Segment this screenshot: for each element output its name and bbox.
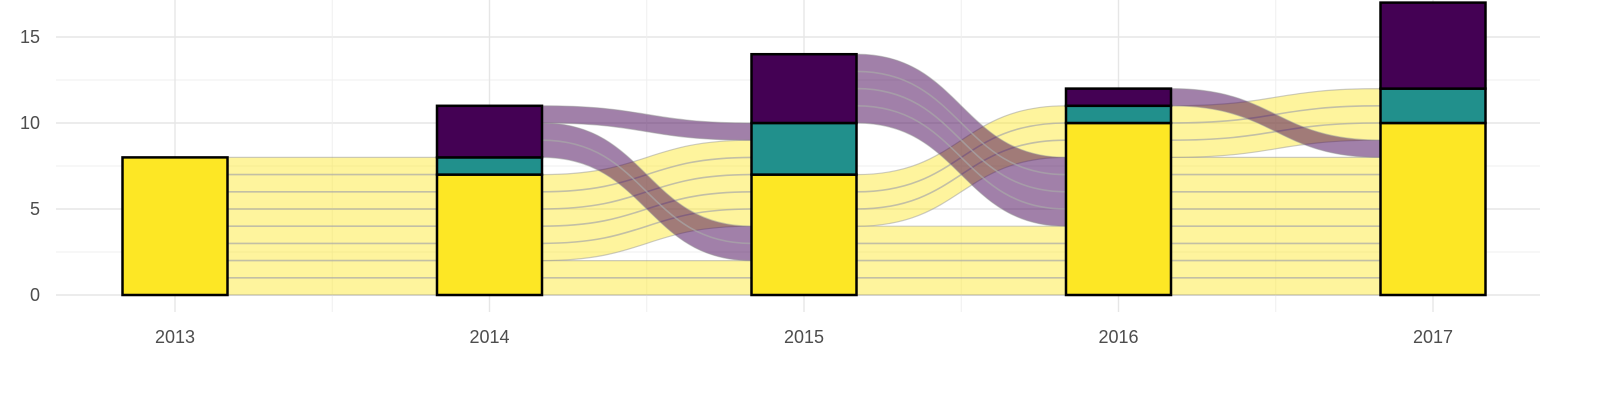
stacked-bar-2013 [121, 156, 229, 297]
x-tick-label: 2013 [155, 327, 195, 347]
y-tick-label: 5 [30, 199, 40, 219]
flow-yellow-2015-2016 [855, 225, 1067, 296]
bar-segment-yellow [121, 156, 229, 297]
stacked-bar-2015 [750, 52, 858, 297]
x-tick-label: 2017 [1413, 327, 1453, 347]
bar-segment-yellow [1064, 121, 1173, 297]
stacked-bar-2014 [435, 104, 544, 297]
bar-segment-purple [750, 52, 858, 125]
bar-segment-teal [1064, 104, 1173, 125]
bar-segment-purple [1064, 87, 1173, 108]
flow-unit-line [541, 208, 752, 245]
x-axis-ticks: 2013 2014 2015 2016 2017 [155, 327, 1453, 347]
x-tick-label: 2015 [784, 327, 824, 347]
bar-segment-purple [435, 104, 544, 159]
y-tick-label: 10 [20, 113, 40, 133]
stacked-bar-2017 [1379, 1, 1487, 297]
bar-segment-teal [1379, 87, 1487, 125]
bar-segment-purple [1379, 1, 1487, 90]
flow-unit-line [541, 139, 752, 245]
x-tick-label: 2014 [469, 327, 509, 347]
bar-segment-teal [750, 121, 858, 176]
bar-segment-yellow [435, 173, 544, 297]
y-tick-label: 0 [30, 285, 40, 305]
stacked-bar-2016 [1064, 87, 1173, 297]
y-tick-label: 15 [20, 27, 40, 47]
flows [226, 53, 1382, 296]
x-tick-label: 2016 [1098, 327, 1138, 347]
y-axis-ticks: 0 5 10 15 [20, 27, 40, 305]
bar-segment-teal [435, 156, 544, 176]
flow-yellow-2016-2017 [1170, 156, 1382, 296]
flow-purple-2015-2016 [855, 53, 1067, 227]
flow-yellow-2013-2014 [226, 156, 438, 296]
bar-segment-yellow [1379, 121, 1487, 297]
flow-yellow-2014-2015 [541, 259, 753, 296]
bar-segment-yellow [750, 173, 858, 297]
flow-unit-line [856, 105, 1067, 210]
bars [121, 1, 1487, 297]
flow-unit-line [856, 70, 1067, 176]
flow-unit-line [856, 87, 1067, 193]
